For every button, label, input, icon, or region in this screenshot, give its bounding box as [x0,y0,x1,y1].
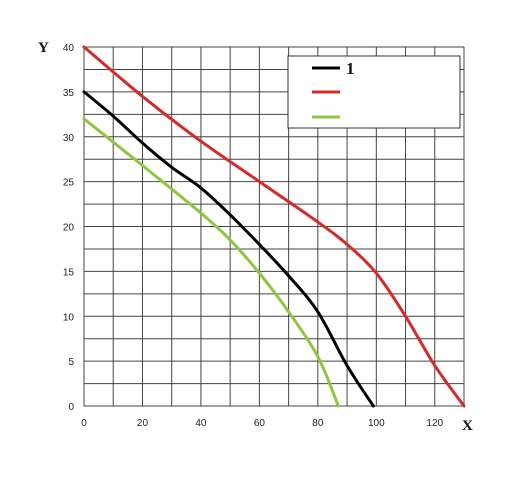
y-tick-label: 5 [68,357,74,368]
tick-labels: 0 20 40 60 80 100 120 0 5 10 15 20 25 30 35 40 [63,43,444,429]
series-line-3 [82,117,340,408]
axis-labels: Y X [38,40,473,434]
y-tick-label: 35 [63,88,75,99]
y-tick-label: 25 [63,178,75,189]
y-tick-label: 15 [63,267,75,278]
x-tick-label: 0 [81,418,87,429]
y-tick-label: 0 [68,402,74,413]
x-tick-label: 20 [137,418,149,429]
series-line-1 [82,90,375,408]
legend-label-series-1: 1 [346,59,355,78]
x-tick-label: 60 [254,418,266,429]
x-tick-label: 120 [426,418,443,429]
legend: 1 [287,55,461,129]
y-tick-label: 40 [63,43,75,54]
y-tick-label: 30 [63,133,75,144]
x-tick-label: 40 [195,418,207,429]
series-lines [82,45,466,408]
y-tick-label: 10 [63,312,75,323]
x-tick-label: 100 [368,418,385,429]
x-axis-label: X [462,418,473,434]
y-axis-label: Y [38,40,49,56]
x-tick-label: 80 [312,418,324,429]
y-tick-label: 20 [63,223,75,234]
series-line-2 [82,45,466,408]
